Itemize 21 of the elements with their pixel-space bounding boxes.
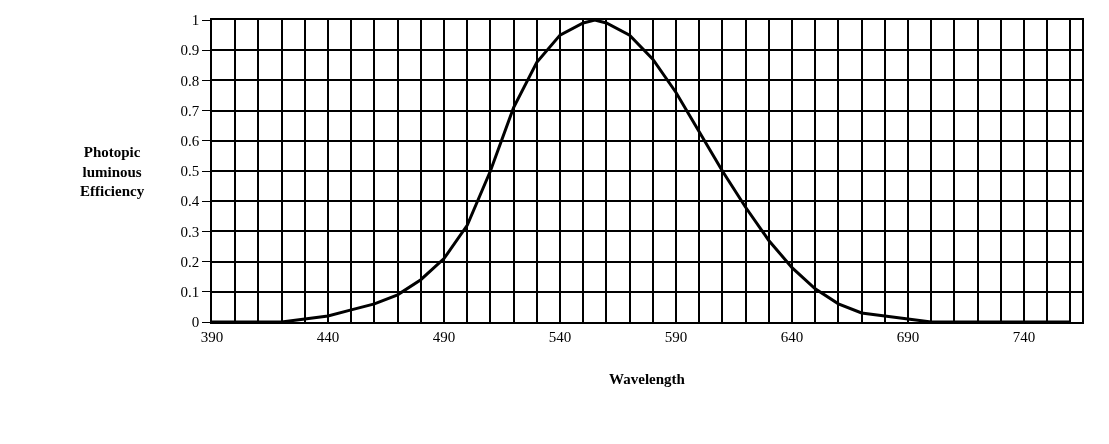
y-tick-label: 0.9 <box>180 42 200 59</box>
x-tick-label: 590 <box>664 328 688 345</box>
x-tick-label: 640 <box>780 328 804 345</box>
y-tick-label: 0.1 <box>180 284 200 301</box>
y-tick-label: 0.2 <box>180 253 200 270</box>
x-axis-title: Wavelength <box>609 371 686 388</box>
y-tick-label: 1 <box>191 12 200 29</box>
x-tick-label: 740 <box>1012 328 1036 345</box>
y-tick-label: 0.3 <box>180 223 200 240</box>
y-axis-title: Photopic luminous Efficiency <box>80 144 145 199</box>
y-tick-label: 0.7 <box>180 102 200 119</box>
y-tick-label: 0.4 <box>180 193 200 210</box>
y-tick-label: 0.5 <box>180 163 200 180</box>
x-tick-label: 390 <box>200 328 224 345</box>
x-tick-label: 490 <box>432 328 456 345</box>
y-tick-label: 0.8 <box>180 72 200 89</box>
x-tick-label: 690 <box>896 328 920 345</box>
x-tick-label: 440 <box>316 328 340 345</box>
y-tick-label: 0 <box>191 314 200 331</box>
x-tick-label: 540 <box>548 328 572 345</box>
y-tick-label: 0.6 <box>180 133 200 150</box>
